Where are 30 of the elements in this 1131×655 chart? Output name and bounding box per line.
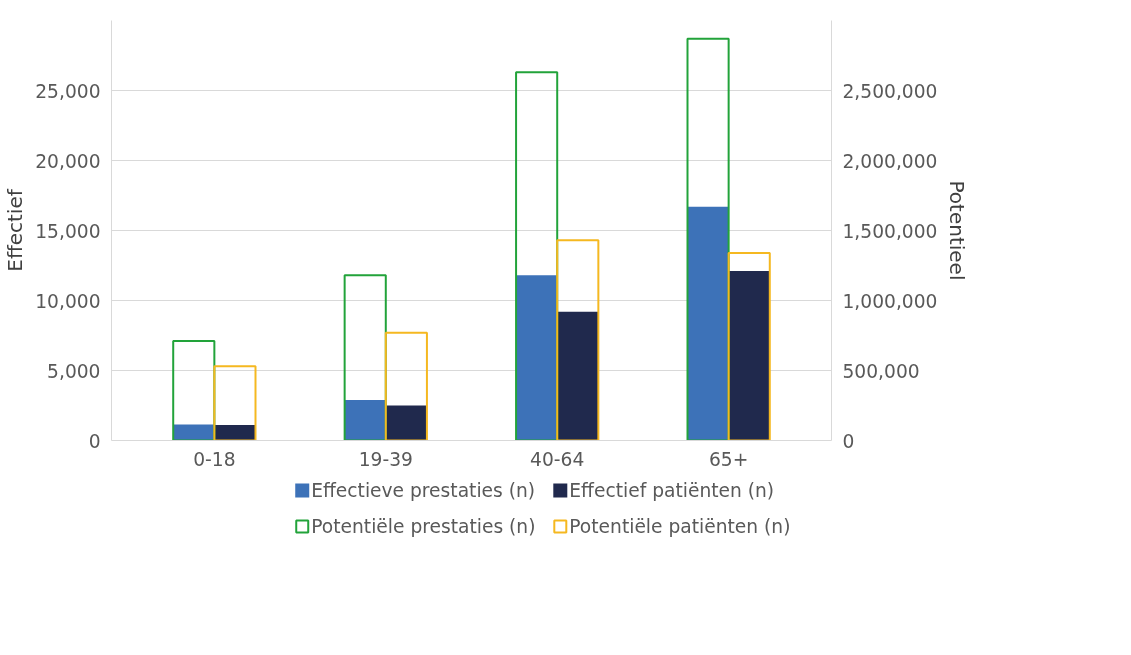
y2-axis-title: Potentieel <box>945 180 970 281</box>
y-tick-label: 5,000 <box>47 360 101 382</box>
legend-label: Effectief patiënten (n) <box>569 480 775 501</box>
legend-label: Effectieve prestaties (n) <box>311 480 536 501</box>
y-tick-label: 15,000 <box>35 220 101 242</box>
y2-tick-label: 500,000 <box>842 360 920 382</box>
bar <box>214 425 256 441</box>
bar <box>385 405 427 441</box>
x-tick-label: 0-18 <box>193 448 236 470</box>
y-axis-title: Effectief <box>3 188 28 272</box>
y-tick-label: 10,000 <box>35 290 101 312</box>
y2-tick-label: 2,500,000 <box>842 80 938 102</box>
legend-label: Potentiële patiënten (n) <box>569 516 791 537</box>
x-tick-label: 19-39 <box>358 448 413 470</box>
bar <box>687 206 729 441</box>
y2-tick-label: 2,000,000 <box>842 150 938 172</box>
bar <box>384 331 428 441</box>
bar <box>344 399 386 441</box>
x-tick-label: 40-64 <box>530 448 585 470</box>
y2-tick-label: 1,500,000 <box>842 220 938 242</box>
legend-label: Potentiële prestaties (n) <box>311 516 536 537</box>
y-tick-label: 0 <box>88 430 101 452</box>
y-tick-label: 20,000 <box>35 150 101 172</box>
bar <box>516 275 558 441</box>
y-tick-label: 25,000 <box>35 80 101 102</box>
bar <box>173 424 215 441</box>
bar <box>557 311 599 441</box>
y2-tick-label: 0 <box>842 430 855 452</box>
y2-tick-label: 1,000,000 <box>842 290 938 312</box>
x-tick-label: 65+ <box>708 448 749 470</box>
